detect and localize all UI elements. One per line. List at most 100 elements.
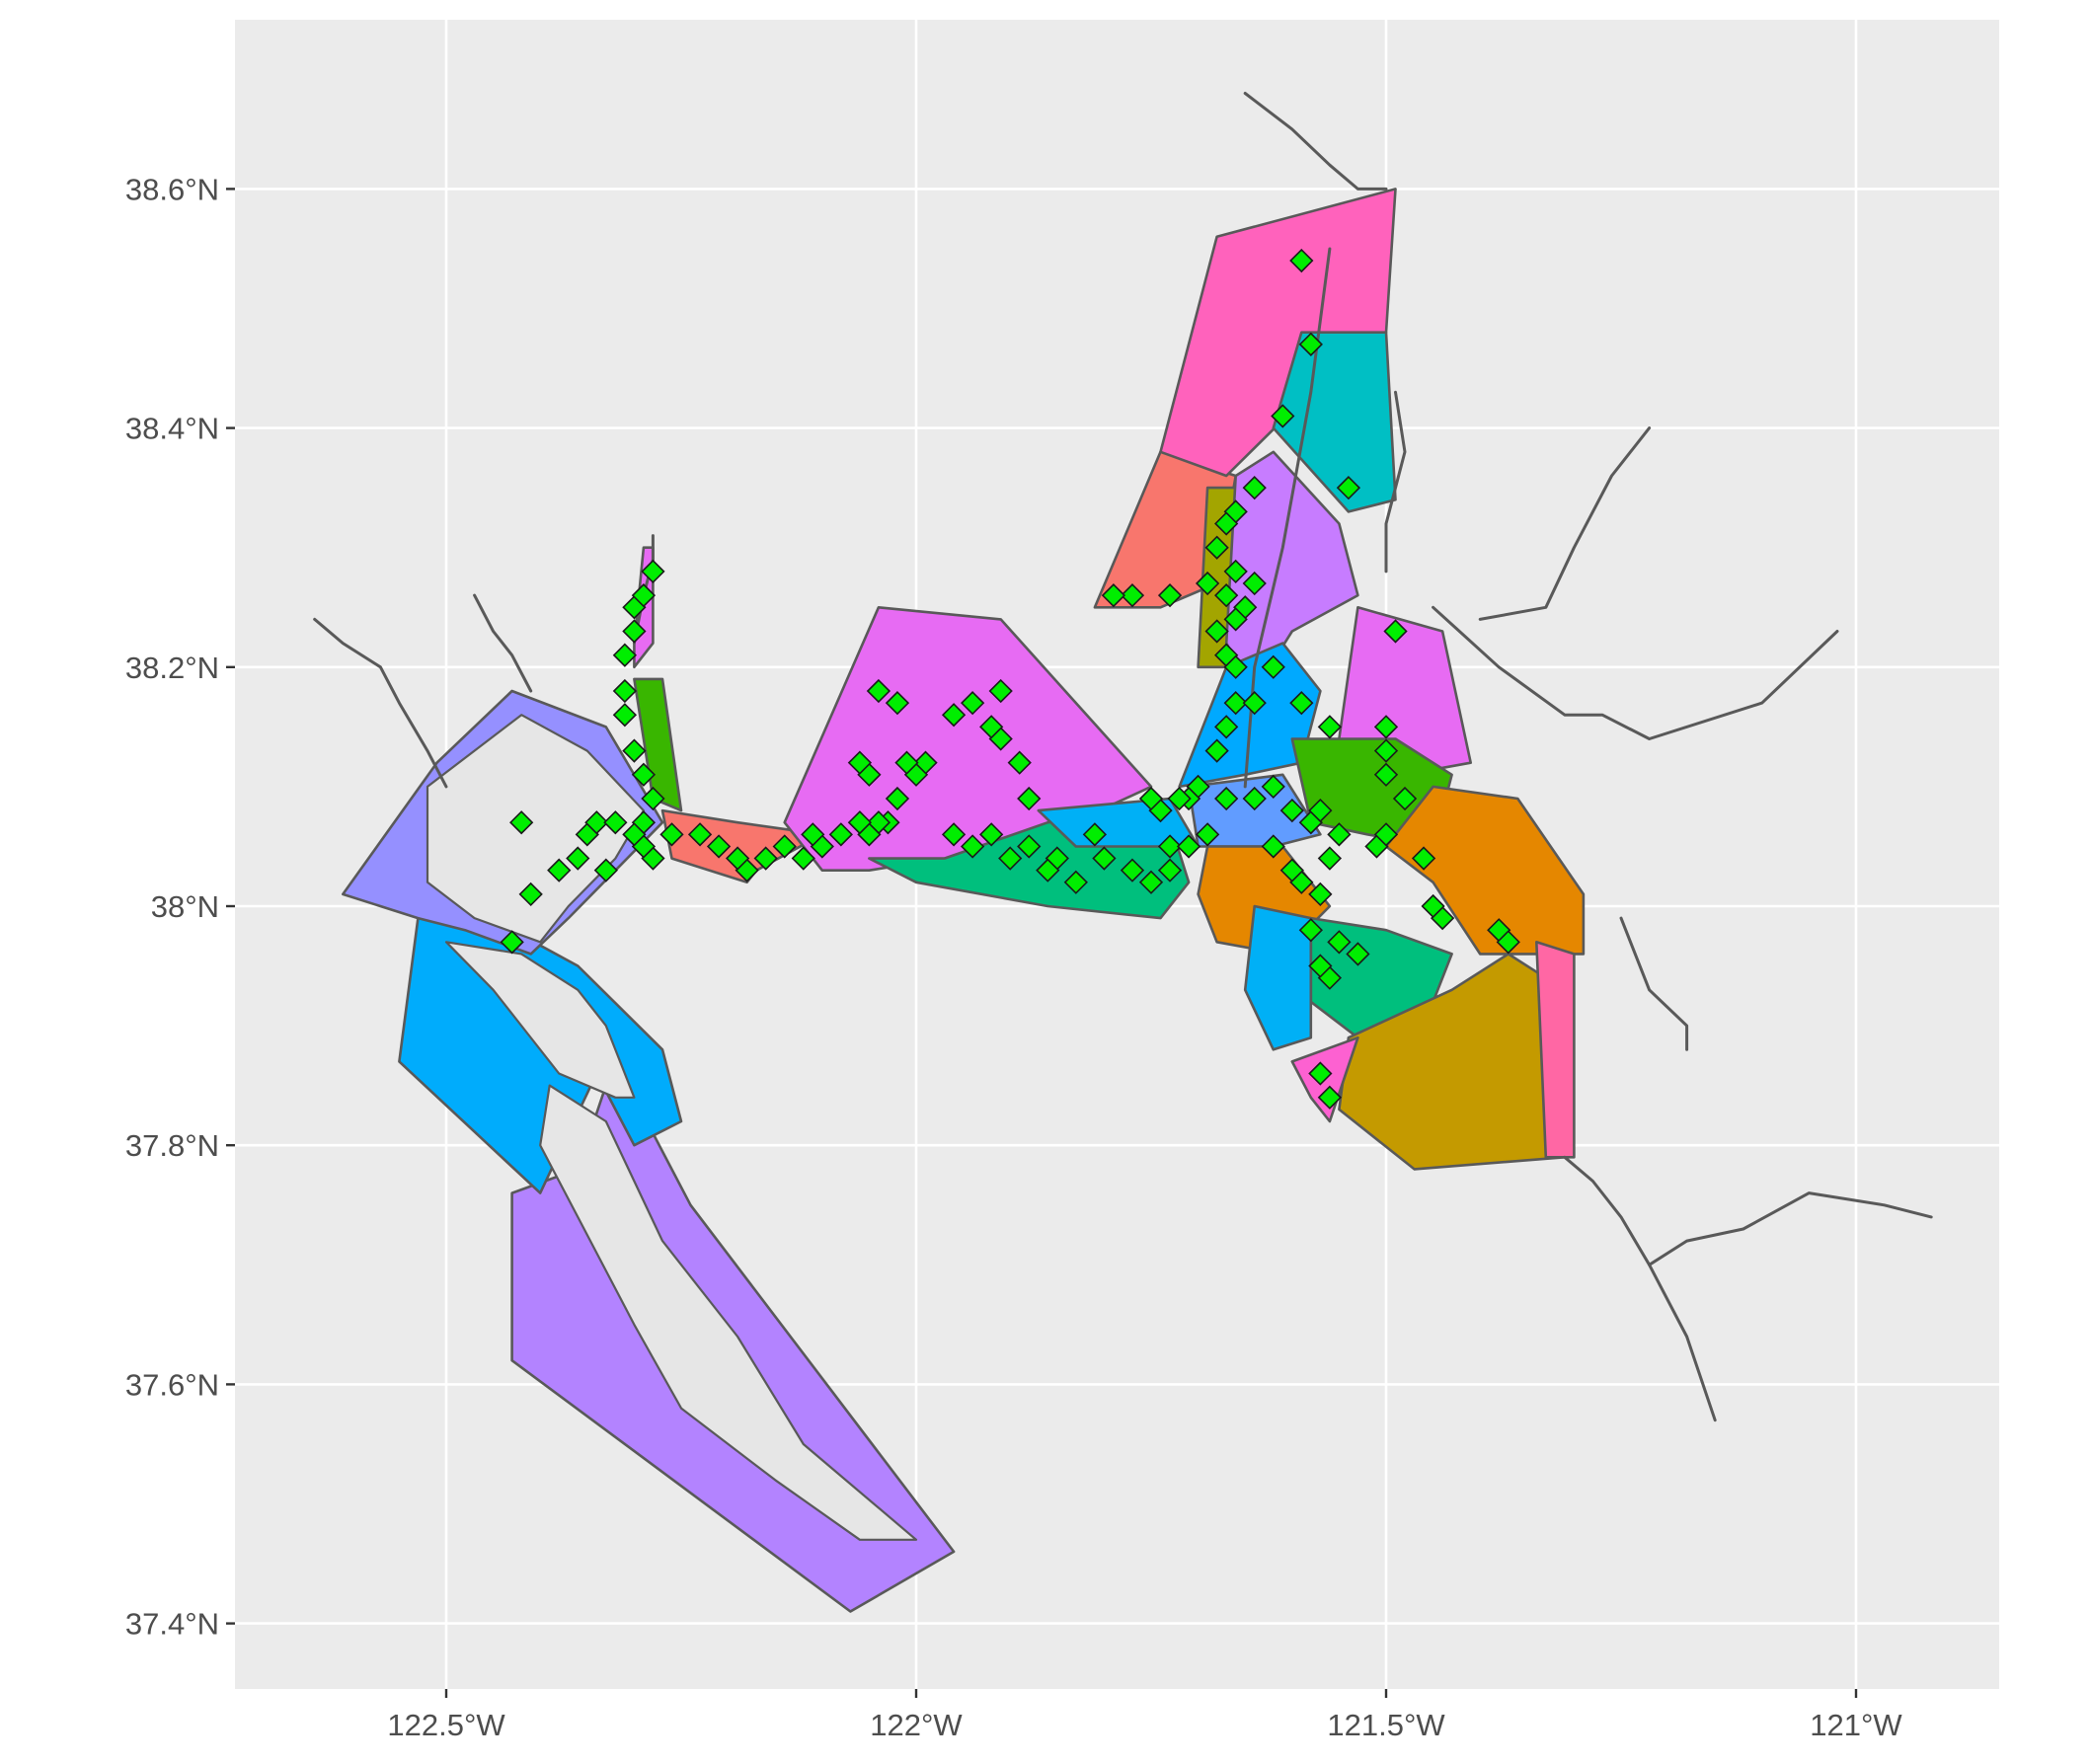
site-point — [1214, 583, 1239, 608]
site-point — [622, 822, 647, 847]
region-central-east — [1384, 785, 1586, 956]
site-point — [1223, 559, 1248, 584]
site-point — [885, 690, 910, 716]
site-point — [847, 810, 873, 835]
y-axis: 38.6°N 38.4°N 38.2°N 38°N 37.8°N 37.6°N 37.4°N — [125, 172, 235, 1642]
site-point — [1261, 834, 1285, 859]
site-point — [1167, 786, 1192, 811]
site-point — [641, 786, 665, 811]
site-point — [1223, 690, 1248, 716]
y-tick-label: 38.4°N — [125, 412, 219, 446]
site-point — [979, 822, 1004, 847]
site-point — [566, 846, 590, 871]
site-point — [1242, 690, 1267, 716]
site-point — [1017, 786, 1042, 811]
site-point — [1157, 858, 1183, 882]
site-point — [1327, 822, 1352, 847]
site-point — [612, 678, 638, 704]
site-point — [612, 643, 638, 667]
site-point — [1317, 846, 1343, 871]
site-point — [1279, 858, 1304, 882]
x-tick-label: 122.5°W — [387, 1708, 505, 1742]
region-south-west — [1243, 904, 1313, 1051]
site-point — [593, 858, 618, 882]
y-tick-label: 37.6°N — [125, 1367, 219, 1402]
site-point — [1289, 248, 1314, 273]
x-tick-label: 121°W — [1810, 1708, 1902, 1742]
site-point — [828, 822, 853, 847]
site-point — [1242, 786, 1267, 811]
site-point — [998, 846, 1023, 871]
site-point — [1214, 715, 1239, 739]
site-point — [1271, 404, 1295, 428]
site-point — [1017, 834, 1042, 859]
site-point — [1101, 583, 1126, 608]
river-petaluma-river — [313, 617, 448, 789]
site-point — [1261, 654, 1285, 679]
river-stanislaus-river — [1648, 1191, 1933, 1266]
site-point — [753, 846, 778, 871]
site-point — [1176, 834, 1201, 859]
site-point — [1242, 571, 1267, 596]
site-point — [960, 834, 985, 859]
water-south-bay-water — [539, 1084, 918, 1541]
site-point — [1373, 762, 1399, 787]
site-point — [622, 738, 647, 763]
site-point — [894, 750, 919, 775]
site-point — [547, 858, 572, 882]
sample-site-points — [500, 248, 1520, 1110]
y-tick-label: 38°N — [151, 889, 219, 924]
site-point — [1373, 715, 1399, 739]
site-point — [1308, 798, 1333, 823]
river-san-joaquin-upper — [1563, 1155, 1717, 1422]
site-point — [1261, 774, 1285, 800]
site-point — [1298, 918, 1323, 943]
site-point — [1308, 954, 1333, 978]
y-tick-label: 38.2°N — [125, 651, 219, 685]
site-point — [1138, 786, 1164, 811]
site-point — [1317, 715, 1343, 739]
site-point — [1223, 654, 1248, 679]
site-point — [1214, 511, 1239, 536]
site-point — [1036, 858, 1060, 882]
site-point — [1157, 834, 1183, 859]
x-tick-label: 121.5°W — [1327, 1708, 1445, 1742]
water-central-bay-water — [444, 941, 636, 1099]
site-point — [1204, 535, 1229, 560]
site-point — [584, 810, 609, 835]
site-point — [1496, 930, 1520, 955]
site-point — [791, 846, 815, 871]
y-tick-label: 37.4°N — [125, 1607, 219, 1642]
site-point — [941, 703, 967, 728]
site-point — [1336, 476, 1361, 500]
site-point — [631, 583, 657, 608]
site-point — [1298, 332, 1323, 356]
river-american-river — [1384, 390, 1407, 574]
site-point — [1242, 476, 1267, 500]
site-point — [1327, 930, 1352, 955]
site-point — [801, 822, 825, 847]
river-mokelumne-lower — [1432, 605, 1839, 740]
site-point — [500, 930, 524, 955]
site-point — [1063, 870, 1088, 894]
y-tick-label: 37.8°N — [125, 1128, 219, 1163]
site-point — [725, 846, 750, 871]
site-point — [687, 822, 713, 847]
site-point — [1204, 738, 1229, 763]
y-tick-label: 38.6°N — [125, 172, 219, 206]
site-point — [1092, 846, 1117, 871]
site-point — [772, 834, 797, 859]
site-point — [622, 619, 647, 644]
site-point — [988, 678, 1013, 704]
river-sonoma-creek — [473, 593, 533, 693]
site-point — [847, 750, 873, 775]
site-point — [706, 834, 732, 859]
site-point — [960, 690, 985, 716]
site-point — [885, 786, 910, 811]
river-calaveras-river — [1619, 916, 1689, 1051]
site-point — [1120, 583, 1145, 608]
site-point — [1346, 942, 1370, 966]
site-point — [1195, 822, 1220, 847]
site-point — [1120, 858, 1145, 882]
